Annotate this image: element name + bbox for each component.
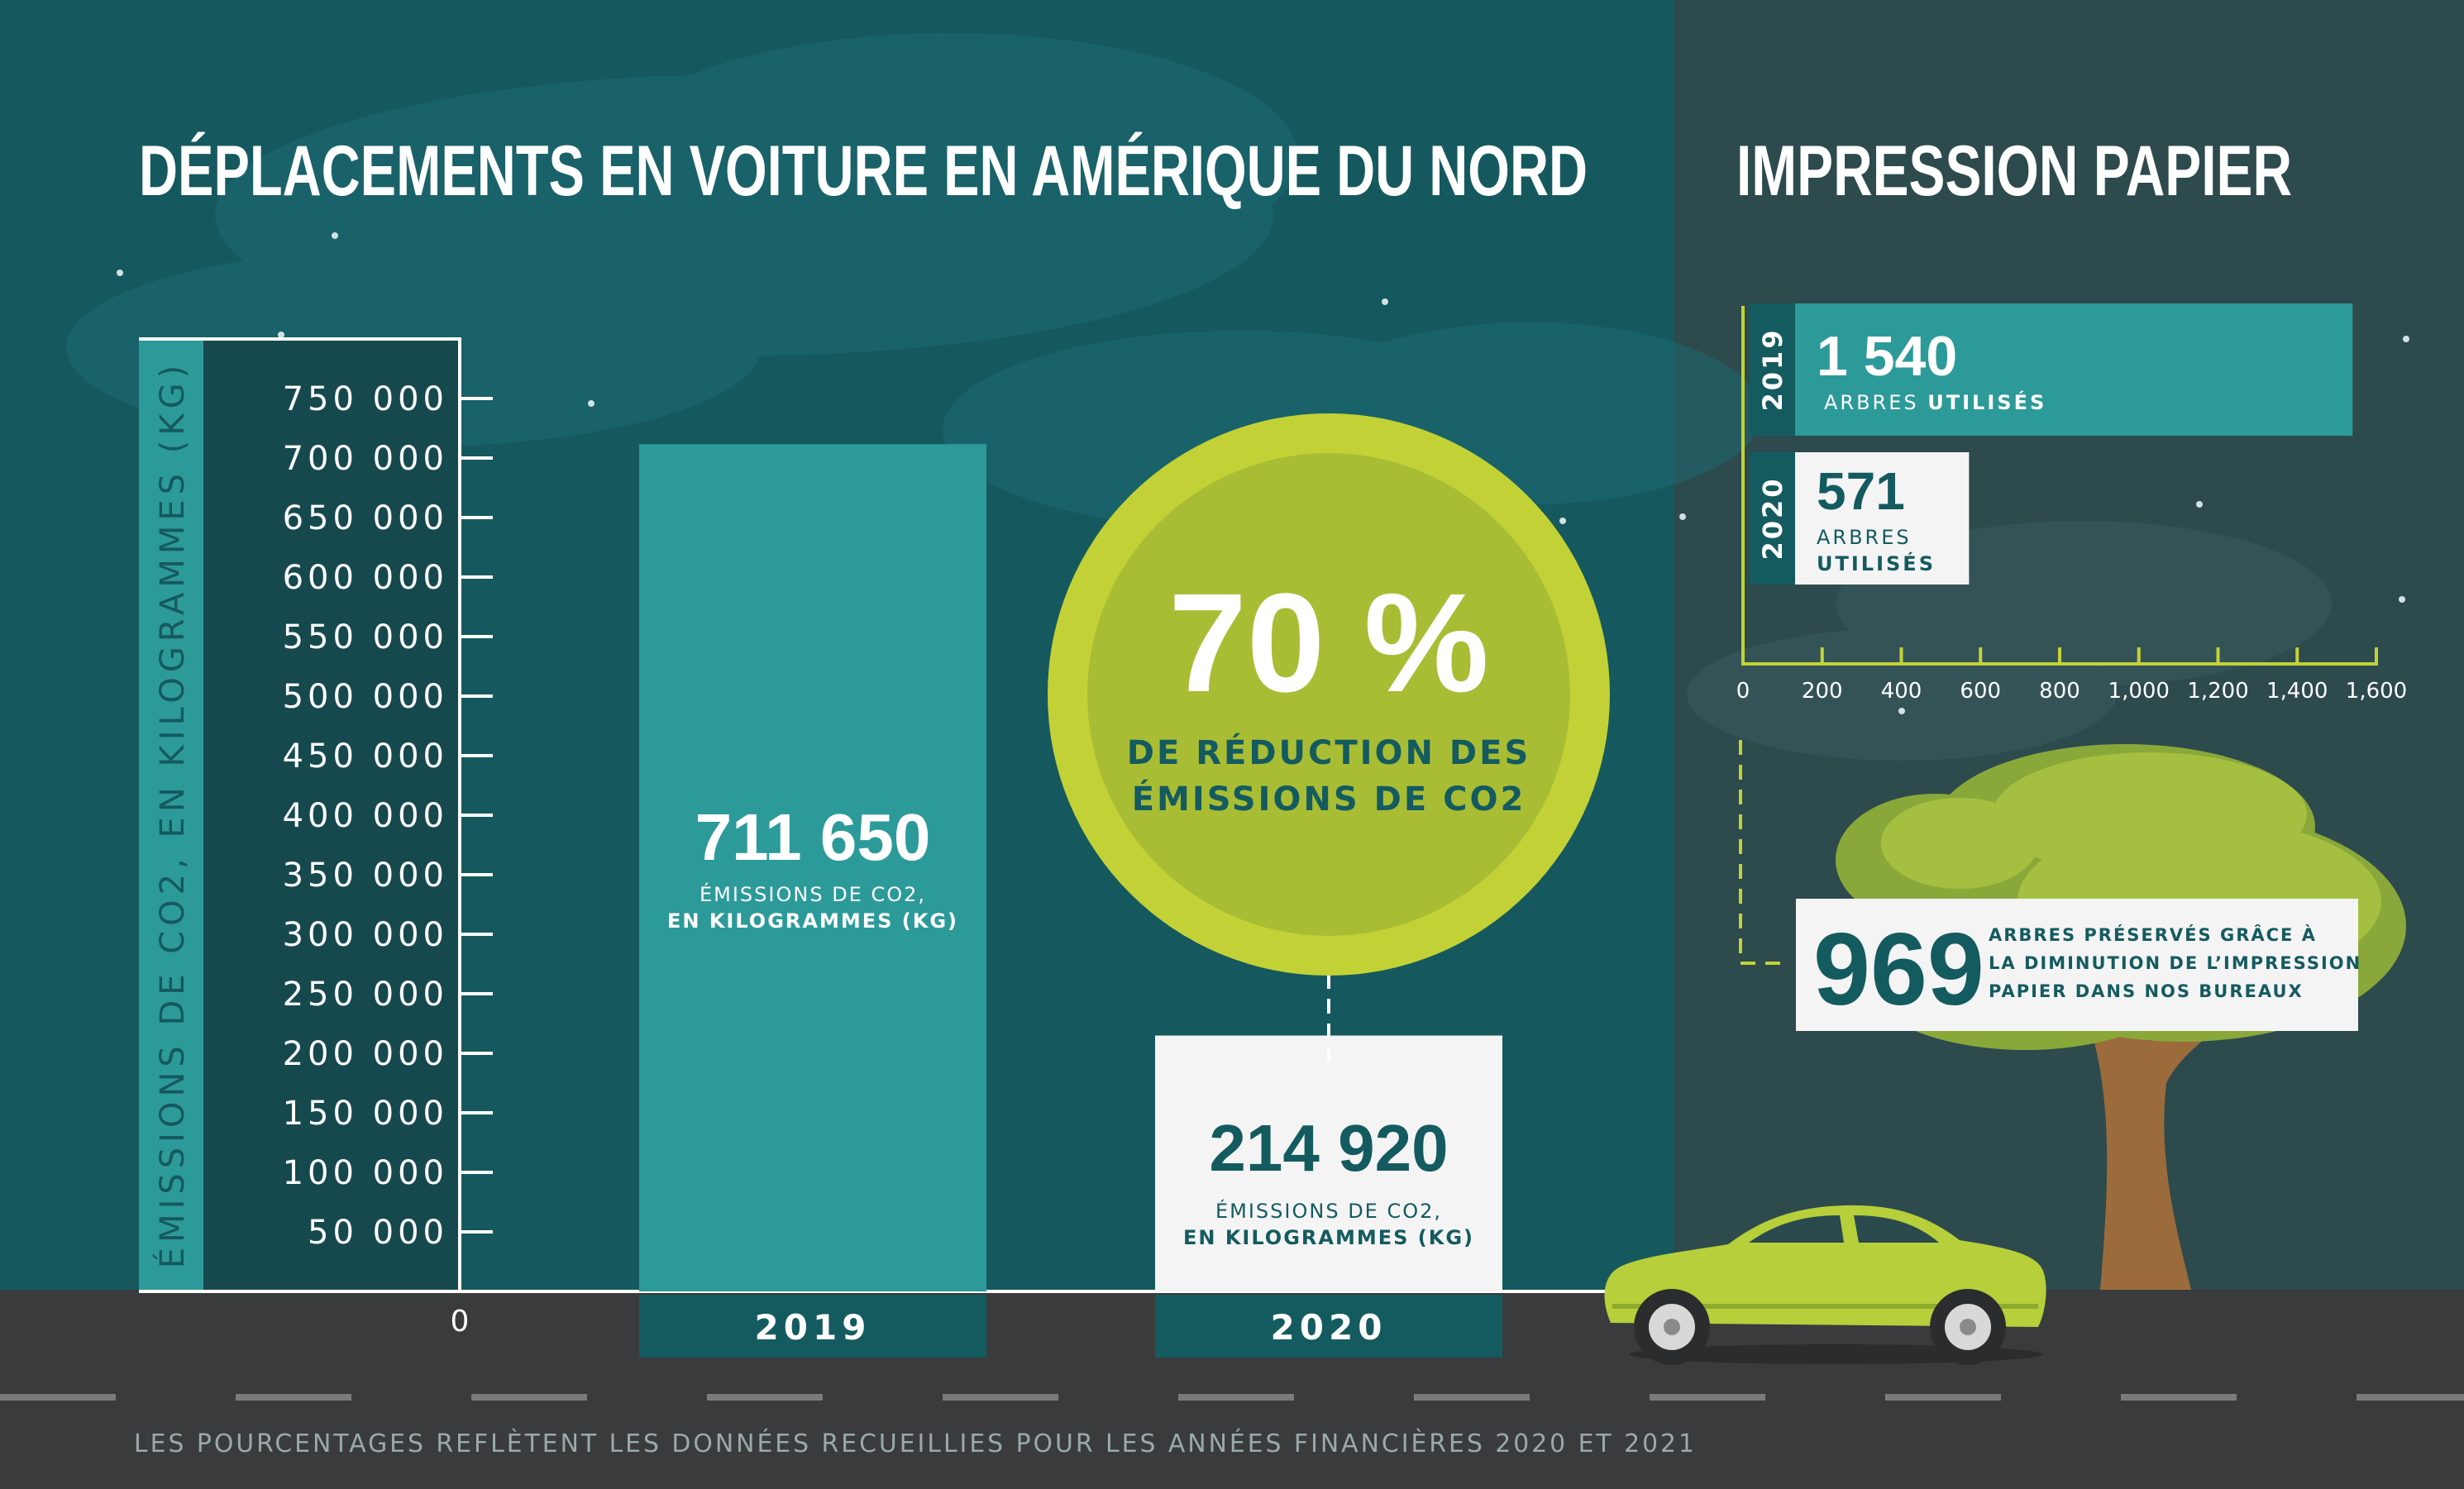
- x-tick-label: 600: [1960, 679, 2001, 704]
- bar-2020-value: 214 920: [1209, 1111, 1448, 1185]
- bar-2019-unit-2: EN KILOGRAMMES (KG): [667, 909, 958, 933]
- paper-chart-title: IMPRESSION PAPIER: [1736, 131, 2292, 211]
- road-dashes: [0, 1394, 2464, 1401]
- x-tick-label: 1,200: [2187, 679, 2248, 704]
- paper-x-ticks: 0 200 400 600 800 1,000 1,200 1,400 1,600: [1736, 647, 2407, 704]
- bar-2019-unit-1: ÉMISSIONS DE CO2,: [700, 882, 926, 906]
- paper-year-box-2019: [1750, 303, 1795, 436]
- y-tick-label: 200 000: [283, 1035, 448, 1073]
- reduction-circle-inner: [1087, 453, 1570, 936]
- y-tick-label: 400 000: [283, 797, 448, 835]
- paper-year-box-2020: [1750, 452, 1795, 585]
- y-zero-label: 0: [451, 1305, 470, 1339]
- year-label-2019: 2019: [755, 1307, 871, 1348]
- y-tick-label: 300 000: [283, 916, 448, 954]
- y-tick-label: 650 000: [283, 499, 448, 537]
- saved-value: 969: [1813, 913, 1984, 1027]
- paper-bar-2019-value: 1 540: [1817, 325, 1957, 388]
- saved-connector: [1739, 740, 1790, 965]
- reduction-percent: 70 %: [1168, 565, 1488, 722]
- paper-bar-2020-unit-a: ARBRES: [1817, 526, 1912, 549]
- paper-bar-2019-unit-b: UTILISÉS: [1927, 390, 2046, 414]
- x-tick-label: 800: [2039, 679, 2080, 704]
- y-tick-label: 150 000: [283, 1095, 448, 1133]
- paper-bar-2020-value: 571: [1817, 461, 1905, 521]
- x-tick-label: 1,600: [2346, 679, 2407, 704]
- y-tick-label: 550 000: [283, 618, 448, 656]
- reduction-line-2: ÉMISSIONS DE CO2: [1132, 779, 1526, 818]
- y-tick-label: 250 000: [283, 976, 448, 1014]
- saved-line-1: ARBRES PRÉSERVÉS GRÂCE À: [1989, 924, 2317, 945]
- x-tick-label: 0: [1736, 679, 1750, 704]
- y-tick-label: 500 000: [283, 678, 448, 716]
- paper-bar-2019-unit-a: ARBRES: [1824, 391, 1927, 414]
- bar-2020-unit-1: ÉMISSIONS DE CO2,: [1215, 1199, 1442, 1223]
- y-axis-label-band: [139, 339, 203, 1290]
- bar-2019: [639, 444, 986, 1291]
- bar-2020-unit-2: EN KILOGRAMMES (KG): [1183, 1226, 1474, 1249]
- y-tick-label: 750 000: [283, 380, 448, 418]
- saved-box: [1796, 899, 2358, 1031]
- car-illustration: [1604, 1205, 2046, 1365]
- saved-line-2: LA DIMINUTION DE L’IMPRESSION: [1989, 953, 2361, 973]
- y-tick-label: 100 000: [283, 1154, 448, 1192]
- paper-bar-2019-unit: ARBRES UTILISÉS: [1824, 390, 2046, 414]
- footnote: LES POURCENTAGES REFLÈTENT LES DONNÉES R…: [134, 1429, 1697, 1458]
- year-box-2020: [1155, 1295, 1502, 1358]
- y-tick-label: 50 000: [308, 1214, 448, 1252]
- y-ticks: 50 000 100 000 150 000 200 000 250 000 300 00…: [283, 380, 493, 1252]
- y-axis-panel: [203, 339, 460, 1290]
- reduction-line-1: DE RÉDUCTION DES: [1127, 733, 1531, 772]
- x-tick-label: 1,000: [2108, 679, 2170, 704]
- paper-year-2020: 2020: [1757, 476, 1788, 560]
- bar-2019-value: 711 650: [695, 800, 931, 874]
- bar-2020: [1155, 1035, 1502, 1291]
- x-tick-label: 200: [1802, 679, 1843, 704]
- y-axis-label: ÉMISSIONS DE CO2, EN KILOGRAMMES (KG): [152, 360, 192, 1268]
- x-tick-label: 1,400: [2266, 679, 2328, 704]
- year-box-2019: [639, 1295, 986, 1358]
- paper-year-2019: 2019: [1757, 327, 1788, 411]
- stars: [117, 232, 2409, 714]
- y-tick-label: 700 000: [283, 440, 448, 478]
- y-tick-label: 350 000: [283, 857, 448, 895]
- saved-line-3: PAPIER DANS NOS BUREAUX: [1989, 981, 2304, 1001]
- y-tick-label: 600 000: [283, 559, 448, 597]
- x-tick-label: 400: [1881, 679, 1922, 704]
- y-tick-label: 450 000: [283, 737, 448, 776]
- paper-bar-2020: [1795, 452, 1970, 585]
- paper-bar-2019: [1795, 303, 2353, 436]
- year-label-2020: 2020: [1271, 1307, 1387, 1348]
- paper-bar-2020-unit-b: UTILISÉS: [1817, 551, 1936, 575]
- car-chart-title: DÉPLACEMENTS EN VOITURE EN AMÉRIQUE DU N…: [139, 131, 1588, 211]
